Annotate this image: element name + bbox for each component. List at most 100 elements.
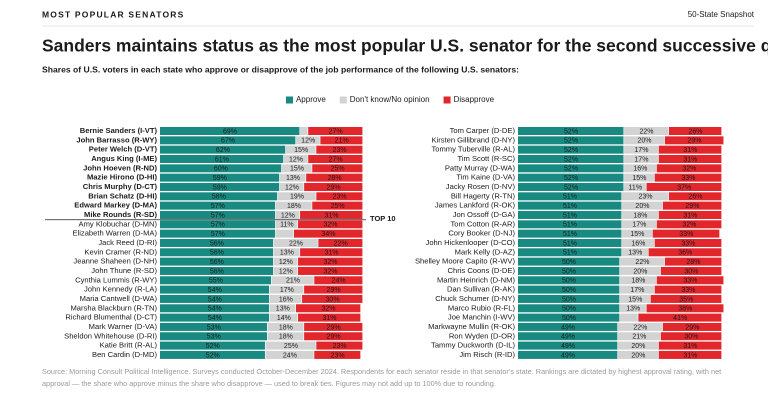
value-label: 50% [562, 306, 576, 313]
value-label: 24% [332, 278, 346, 285]
category-label: John Thune (R-SD) [91, 266, 157, 275]
bar-segment [660, 332, 722, 341]
value-label: 52% [564, 128, 578, 135]
bar-segment [160, 210, 276, 219]
value-label: 30% [684, 268, 698, 275]
value-label: 11% [280, 222, 294, 229]
value-label: 52% [564, 138, 578, 145]
value-label: 20% [631, 352, 645, 359]
bar-segment [265, 341, 316, 350]
category-label: Jim Risch (R-ID) [459, 350, 515, 359]
bar-segment [279, 173, 306, 182]
value-label: 41% [673, 315, 687, 322]
bar-segment [656, 220, 722, 229]
bar-segment [160, 192, 278, 201]
bar-segment [273, 248, 300, 257]
value-label: 13% [276, 306, 290, 313]
value-label: 29% [327, 184, 341, 191]
value-label: 52% [564, 184, 578, 191]
bar-segment [518, 341, 618, 350]
category-label: Martin Heinrich (D-NM) [437, 275, 516, 284]
category-label: John Hickenlooper (D-CO) [426, 238, 516, 247]
value-label: 31% [683, 212, 697, 219]
bar-segment [275, 201, 312, 210]
bar-segment [160, 257, 274, 266]
value-label: 54% [208, 315, 222, 322]
value-label: 50% [562, 268, 576, 275]
value-label: 20% [637, 138, 651, 145]
value-label: 11% [629, 184, 643, 191]
bar-segment [646, 182, 722, 191]
bar-segment [518, 164, 624, 173]
bar-segment [265, 350, 314, 359]
bar-segment [298, 266, 363, 275]
value-label: 12% [289, 156, 303, 163]
bar-segment [314, 276, 363, 285]
bar-segment [160, 341, 265, 350]
value-label: 13% [628, 250, 642, 257]
value-label: 12% [281, 212, 295, 219]
category-label: Marsha Blackburn (R-TN) [70, 303, 157, 312]
value-label: 27% [329, 156, 343, 163]
value-label: 38% [678, 306, 692, 313]
value-label: 22% [633, 324, 647, 331]
bar-segment [654, 238, 722, 247]
bar-segment [160, 127, 300, 135]
value-label: 32% [324, 259, 338, 266]
bar-segment [316, 192, 363, 201]
value-label: 23% [333, 343, 347, 350]
bar-segment [656, 276, 724, 285]
value-label: 18% [279, 334, 293, 341]
value-label: 15% [632, 175, 646, 182]
category-label: Cory Booker (D-NJ) [448, 229, 515, 238]
value-label: 50% [562, 315, 576, 322]
value-label: 18% [633, 212, 647, 219]
category-label: Tommy Tuberville (R-AL) [431, 145, 515, 154]
category-label: Katie Britt (R-AL) [100, 341, 158, 350]
category-label: Richard Blumenthal (D-CT) [65, 313, 157, 322]
bar-segment [296, 136, 320, 145]
value-label: 23% [638, 194, 652, 201]
category-label: Jacky Rosen (D-NV) [446, 182, 516, 191]
value-label: 51% [563, 240, 577, 247]
bar-segment [269, 294, 302, 303]
value-label: 20% [631, 343, 645, 350]
value-label: 16% [279, 296, 293, 303]
category-label: Bernie Sanders (I-VT) [80, 126, 158, 135]
bar-segment [652, 229, 720, 238]
value-label: 51% [563, 203, 577, 210]
value-label: 55% [209, 278, 223, 285]
value-label: 51% [563, 222, 577, 229]
value-label: 33% [681, 175, 695, 182]
bar-segment [624, 173, 655, 182]
value-label: 29% [687, 138, 701, 145]
value-label: 30% [326, 296, 340, 303]
value-label: 54% [208, 287, 222, 294]
tag: 50-State Snapshot [688, 10, 755, 19]
value-label: 32% [321, 306, 335, 313]
bar-segment [638, 313, 722, 322]
bar-segment [518, 220, 622, 229]
value-label: 15% [290, 166, 304, 173]
value-label: 17% [634, 156, 648, 163]
bar-segment [314, 350, 361, 359]
category-label: Amy Klobuchar (D-MN) [79, 219, 158, 228]
bar-segment [518, 276, 620, 285]
bar-segment [620, 304, 646, 313]
value-label: 15% [630, 231, 644, 238]
bar-segment [300, 127, 308, 135]
value-label: 35% [679, 296, 693, 303]
value-label: 51% [563, 212, 577, 219]
bar-segment [617, 322, 663, 331]
bar-segment [160, 248, 274, 257]
bar-segment [160, 201, 276, 210]
value-label: 16% [631, 240, 645, 247]
category-label: Dan Sullivan (R-AK) [447, 285, 515, 294]
category-label: Edward Markey (D-MA) [74, 201, 157, 210]
bar-segment [620, 294, 650, 303]
value-label: 59% [213, 184, 227, 191]
value-label: 31% [683, 156, 697, 163]
value-label: 25% [331, 203, 345, 210]
value-label: 17% [280, 287, 294, 294]
